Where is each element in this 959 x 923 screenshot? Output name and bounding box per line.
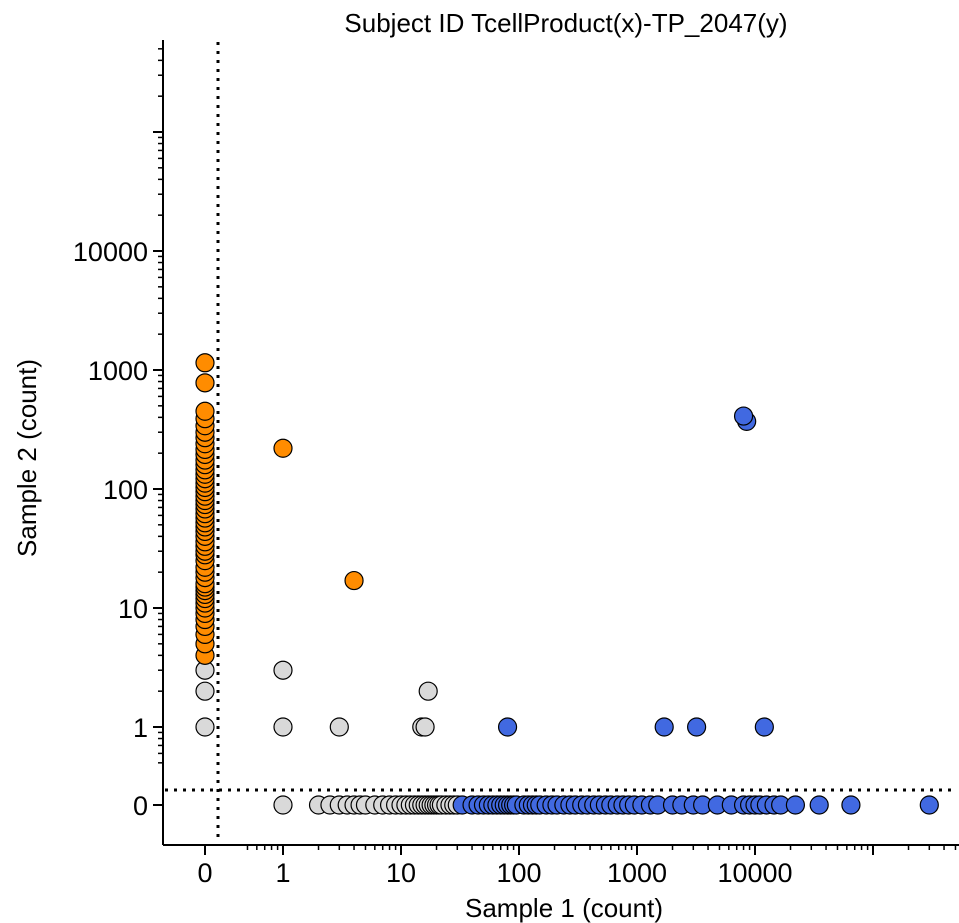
data-point-singletons — [273, 717, 293, 737]
x-axis-label: Sample 1 (count) — [465, 893, 663, 923]
data-point-singletons — [273, 795, 293, 815]
x-tick-label: 0 — [197, 858, 212, 888]
data-point-both — [497, 717, 518, 737]
data-point-singletons — [195, 717, 215, 737]
data-point-sample2-only — [344, 570, 364, 591]
x-tick-label: 10 — [386, 858, 416, 888]
y-tick-label: 10000 — [73, 237, 148, 267]
data-point-sample2-only — [273, 438, 293, 458]
data-point-singletons — [415, 717, 435, 737]
data-point-both — [687, 717, 707, 737]
data-point-sample1-only — [809, 795, 829, 815]
x-tick-label: 100 — [496, 858, 541, 888]
data-point-singletons — [329, 717, 349, 737]
y-tick-label: 1 — [133, 713, 148, 743]
data-point-sample2-only — [195, 373, 215, 393]
data-point-singletons — [273, 660, 293, 680]
chart-title: Subject ID TcellProduct(x)-TP_2047(y) — [344, 8, 787, 38]
data-point-sample1-only — [919, 795, 939, 815]
data-point-both — [654, 717, 674, 737]
data-point-sample2-only — [195, 401, 215, 421]
data-point-both — [754, 717, 774, 737]
data-point-sample1-only — [841, 795, 861, 815]
data-point-sample2-only — [195, 353, 215, 373]
data-point-sample1-only — [785, 795, 806, 815]
axes: 0 1 10 100 1000 10000 0 1 10 100 1000 10000 — [73, 40, 959, 888]
data-point-singletons — [195, 681, 215, 701]
y-tick-label: 10 — [118, 594, 148, 624]
data-point-both — [733, 406, 754, 426]
x-tick-label: 1000 — [607, 858, 667, 888]
y-axis-label: Sample 2 (count) — [12, 359, 42, 557]
x-tick-label: 1 — [275, 858, 290, 888]
data-point-singletons — [418, 681, 438, 701]
y-tick-label: 100 — [103, 475, 148, 505]
data-points — [195, 353, 939, 815]
y-tick-label: 0 — [133, 791, 148, 821]
x-tick-label: 10000 — [717, 858, 792, 888]
threshold-lines — [165, 42, 957, 843]
y-tick-label: 1000 — [88, 356, 148, 386]
